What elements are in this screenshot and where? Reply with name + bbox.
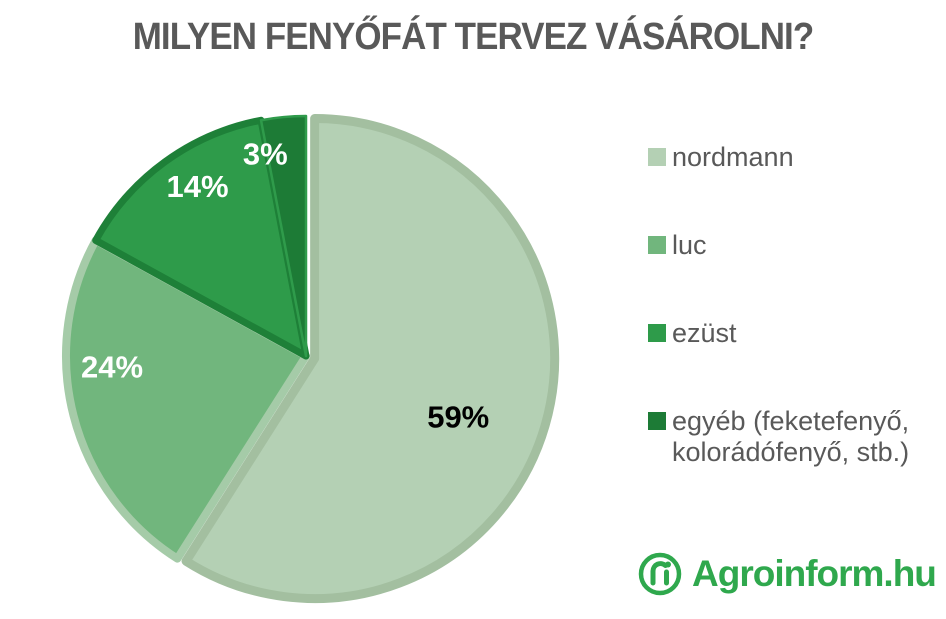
page-title: MILYEN FENYŐFÁT TERVEZ VÁSÁROLNI? xyxy=(132,16,814,58)
agroinform-logo[interactable]: Agroinform.hu xyxy=(638,552,937,596)
pie-slice-label-nordmann: 59% xyxy=(427,400,489,435)
legend-item-label: egyéb (feketefenyő, kolorádófenyő, stb.) xyxy=(672,405,910,468)
legend-item-ezust: ezüst xyxy=(648,318,928,350)
agroinform-leaf-i-icon xyxy=(638,552,682,596)
legend-item-luc: luc xyxy=(648,230,928,262)
legend-item-nordmann: nordmann xyxy=(648,142,928,174)
pie-chart: 59% 24% 14% 3% xyxy=(62,114,560,603)
pie-slice-label-luc: 24% xyxy=(81,350,143,385)
legend-swatch-nordmann xyxy=(648,148,666,166)
pie-slice-label-egyeb: 3% xyxy=(243,136,288,171)
pie-slice-egyeb xyxy=(259,114,308,358)
legend-item-egyeb: egyéb (feketefenyő, kolorádófenyő, stb.) xyxy=(648,406,928,470)
legend-item-label: luc xyxy=(672,229,707,260)
legend: nordmann luc ezüst egyéb (feketefenyő, kolo… xyxy=(648,142,928,469)
pie-slice-ezust xyxy=(92,116,310,360)
pie-slice-luc xyxy=(62,236,310,563)
legend-swatch-luc xyxy=(648,235,666,254)
legend-item-label: nordmann xyxy=(672,142,794,172)
logo-text: Agroinform.hu xyxy=(692,553,937,594)
pie-slice-label-ezust: 14% xyxy=(166,169,228,204)
legend-swatch-ezust xyxy=(648,323,666,342)
legend-item-label: ezüst xyxy=(672,317,737,348)
pie-slice-nordmann xyxy=(181,114,560,603)
pie-chart-area: 59% 24% 14% 3% xyxy=(44,94,568,618)
legend-swatch-egyeb xyxy=(648,411,666,430)
